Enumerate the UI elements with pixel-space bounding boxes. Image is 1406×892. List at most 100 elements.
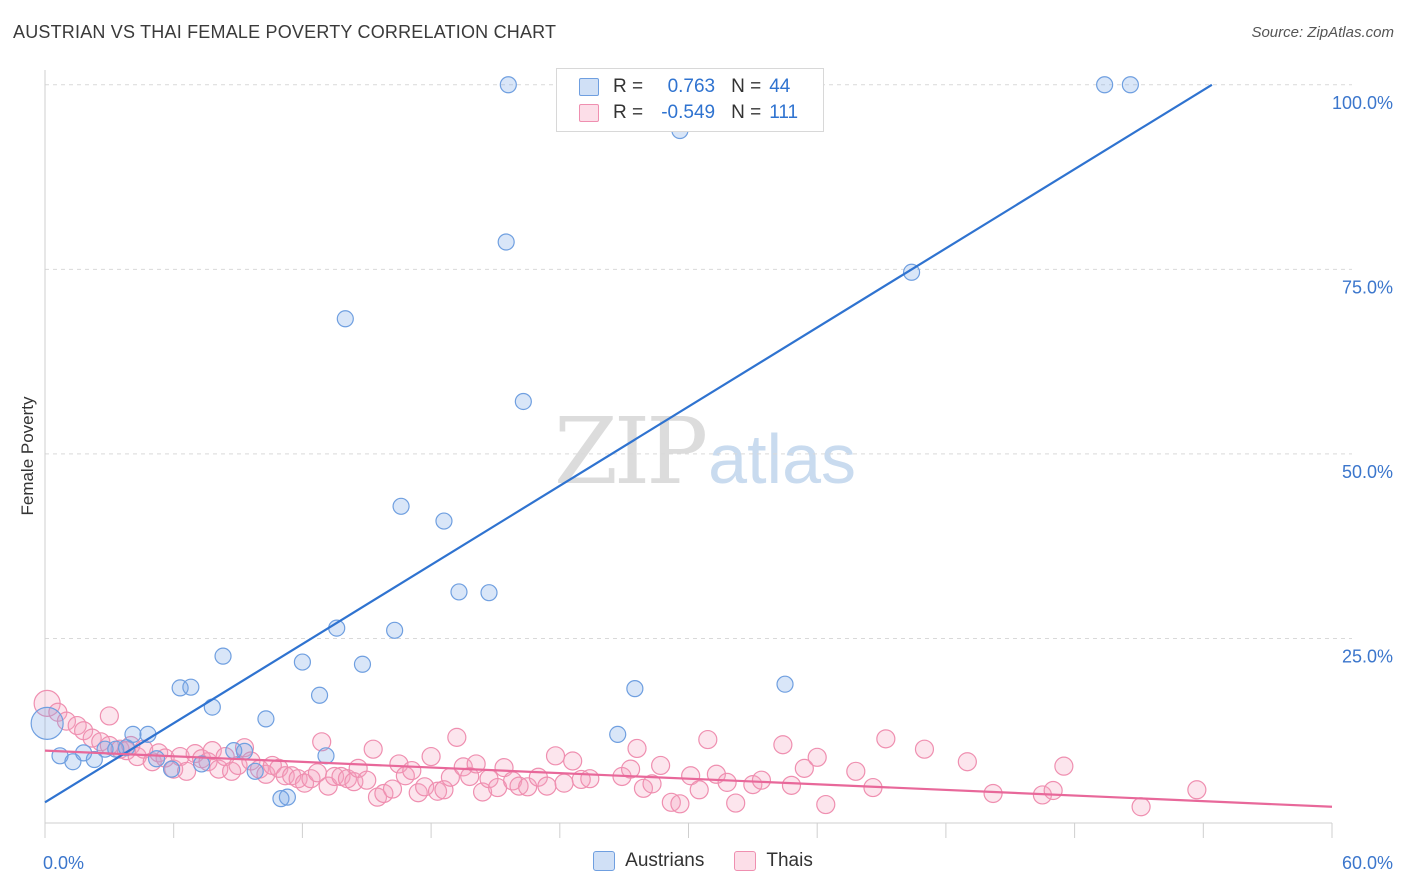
thais-point xyxy=(726,793,746,813)
thais-point xyxy=(357,770,377,790)
austrians-point xyxy=(499,76,517,94)
austrians-point xyxy=(902,263,921,281)
thais-point xyxy=(176,761,197,781)
austrians-point xyxy=(124,725,142,744)
thais-point xyxy=(983,783,1003,804)
austrians-trend-line xyxy=(44,83,1213,804)
thais-point xyxy=(633,778,654,798)
y-tick-label: 100.0% xyxy=(1332,93,1393,113)
thais-point xyxy=(427,781,448,801)
thais-point xyxy=(580,769,600,789)
thais-point xyxy=(374,783,394,804)
austrians-point xyxy=(272,790,290,808)
thais-point xyxy=(914,739,935,759)
legend-row-thais: R = -0.549 N = 111 xyxy=(579,100,798,126)
r-label: R = xyxy=(613,102,644,123)
thais-r-value: -0.549 xyxy=(661,102,716,123)
thais-point xyxy=(816,794,836,815)
austrians-points xyxy=(30,76,1139,808)
thais-points xyxy=(33,689,1207,817)
series-legend: Austrians Thais xyxy=(0,850,1406,872)
thais-point xyxy=(99,706,119,726)
thais-point xyxy=(554,773,574,793)
thais-point xyxy=(434,780,454,800)
austrians-legend-swatch xyxy=(593,851,616,871)
thais-point xyxy=(743,775,763,795)
thais-point xyxy=(751,770,772,790)
thais-point xyxy=(876,729,896,749)
thais-point xyxy=(563,751,583,771)
thais-point xyxy=(1187,780,1207,800)
austrians-point xyxy=(450,583,468,601)
thais-point xyxy=(1131,797,1151,817)
n-label: N = xyxy=(731,102,762,123)
austrians-point xyxy=(278,788,296,806)
thais-point xyxy=(318,776,338,796)
austrians-n-value: 44 xyxy=(769,76,791,97)
austrians-point xyxy=(776,675,794,693)
thais-point xyxy=(421,746,441,767)
austrians-point xyxy=(435,512,453,530)
thais-point xyxy=(681,766,701,786)
y-tick-label: 25.0% xyxy=(1342,646,1393,666)
thais-point xyxy=(670,794,690,814)
thais-point xyxy=(642,774,662,794)
austrians-point xyxy=(609,725,627,744)
thais-trend-line xyxy=(44,749,1333,808)
thais-point xyxy=(460,766,480,787)
grid-layer xyxy=(45,84,1352,639)
thais-point xyxy=(689,780,709,800)
thais-point xyxy=(957,752,977,772)
x-tick-label-max: 60.0% xyxy=(1342,853,1393,873)
thais-point xyxy=(1043,780,1063,801)
thais-point xyxy=(620,759,641,779)
legend-item-thais[interactable]: Thais xyxy=(734,850,813,872)
austrians-point xyxy=(203,698,221,716)
thais-point xyxy=(363,739,383,759)
legend-item-austrians[interactable]: Austrians xyxy=(593,850,704,872)
austrians-point xyxy=(514,392,532,411)
tick-labels: 25.0% 50.0% 75.0% 100.0% 0.0% 60.0% xyxy=(43,93,1393,873)
austrians-point xyxy=(246,762,264,780)
austrians-point xyxy=(626,680,644,698)
thais-n-value: 111 xyxy=(769,102,799,123)
thais-swatch xyxy=(579,104,599,122)
austrians-point xyxy=(182,678,200,696)
thais-point xyxy=(627,738,647,759)
austrians-point xyxy=(386,621,404,639)
r-label: R = xyxy=(613,76,644,97)
austrians-point xyxy=(85,750,103,769)
austrians-point xyxy=(1096,76,1114,94)
thais-legend-swatch xyxy=(734,851,757,871)
austrians-r-value: 0.763 xyxy=(667,76,716,97)
trend-lines xyxy=(44,83,1333,808)
thais-point xyxy=(846,761,866,781)
austrians-point xyxy=(1121,76,1139,94)
thais-point xyxy=(537,776,557,796)
thais-point xyxy=(312,732,332,752)
axis-layer xyxy=(44,70,1333,838)
thais-legend-label: Thais xyxy=(766,850,813,871)
austrians-legend-label: Austrians xyxy=(625,850,705,871)
correlation-legend: R = 0.763 N = 44 R = -0.549 N = 111 xyxy=(556,68,824,132)
austrians-point xyxy=(310,686,329,704)
thais-point xyxy=(807,747,827,767)
austrians-point xyxy=(30,706,64,740)
thais-point xyxy=(651,755,671,776)
thais-point xyxy=(545,746,566,766)
n-label: N = xyxy=(731,76,762,97)
austrians-point xyxy=(353,655,372,673)
thais-point xyxy=(382,779,403,799)
chart-title: AUSTRIAN VS THAI FEMALE POVERTY CORRELAT… xyxy=(13,22,557,42)
austrians-point xyxy=(147,750,166,768)
austrians-point xyxy=(336,310,354,328)
thais-point xyxy=(518,777,538,797)
thais-point xyxy=(67,715,87,736)
y-tick-label: 75.0% xyxy=(1342,277,1393,297)
austrians-point xyxy=(480,584,498,602)
thais-point xyxy=(415,777,435,797)
austrians-point xyxy=(293,653,311,671)
thais-point xyxy=(773,735,793,755)
thais-point xyxy=(447,727,467,747)
